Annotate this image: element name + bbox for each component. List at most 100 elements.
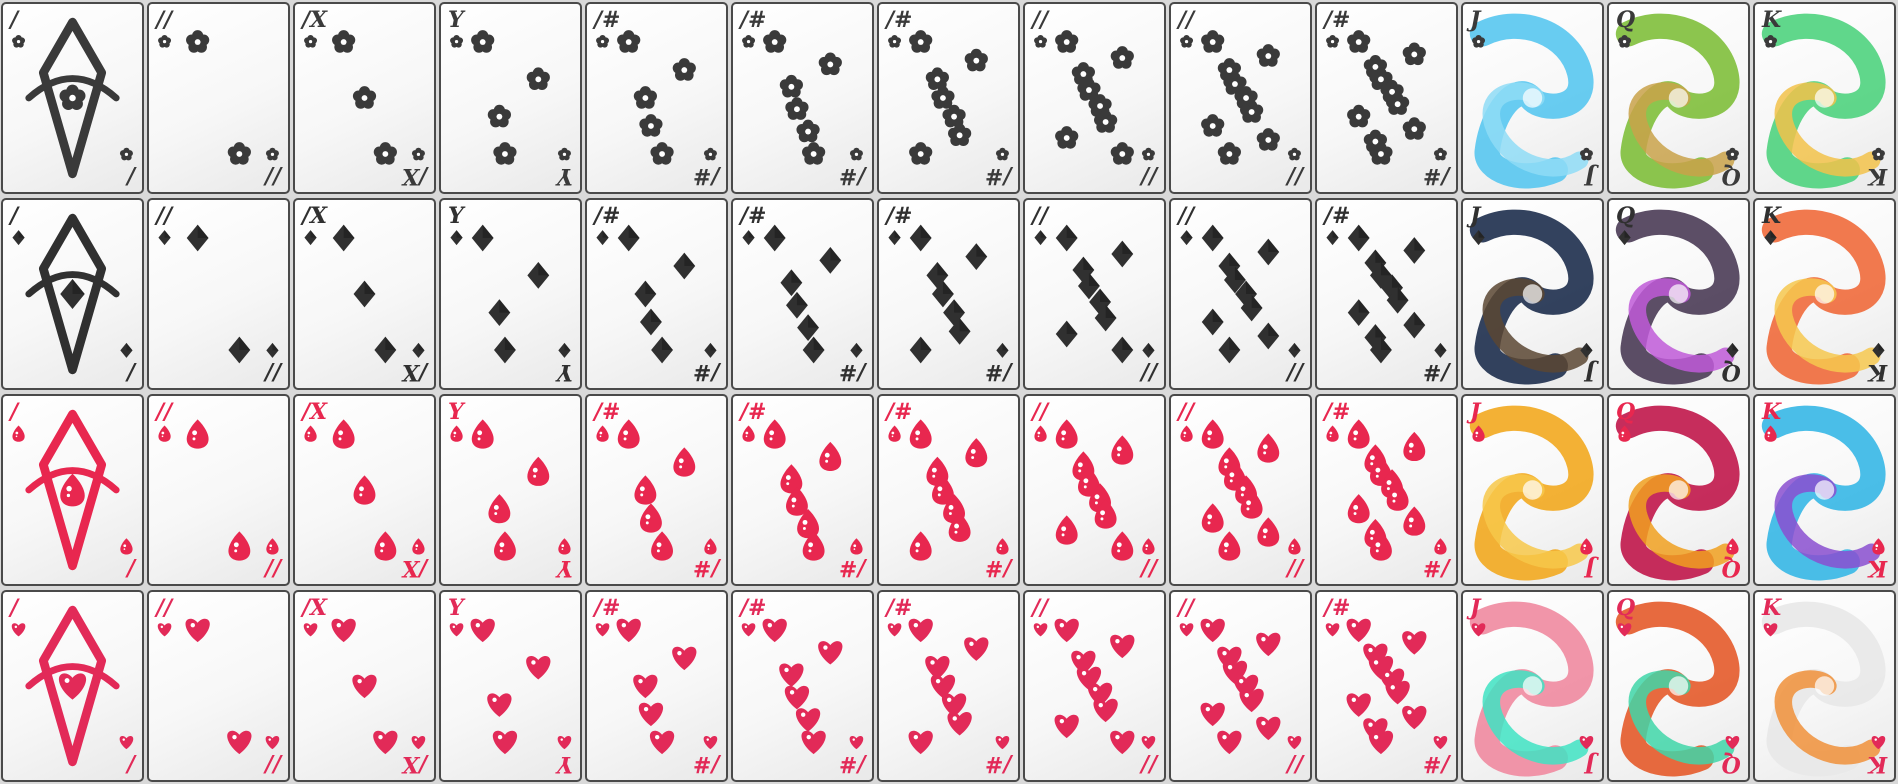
card-art xyxy=(887,618,1010,755)
card-drop-suit-6[interactable]: /# /# xyxy=(731,394,874,586)
card-art xyxy=(449,618,572,755)
card-diamond-suit-9[interactable]: // // xyxy=(1169,198,1312,390)
card-flower-suit-3[interactable]: /X/X xyxy=(293,2,436,194)
card-art xyxy=(304,224,425,364)
heart-icon xyxy=(227,730,252,755)
corner-heart-icon xyxy=(1871,736,1886,750)
card-heart-suit-9[interactable]: // // xyxy=(1169,590,1312,782)
drop-icon xyxy=(1094,499,1117,529)
rank-index-top: K xyxy=(1762,595,1782,621)
card-diamond-suit-6[interactable]: /# /# xyxy=(731,198,874,390)
card-heart-suit-3[interactable]: /X/X xyxy=(293,590,436,782)
card-drop-suit-5[interactable]: /# /# xyxy=(585,394,728,586)
corner-drop-icon xyxy=(996,538,1009,555)
corner-heart-icon xyxy=(1033,623,1048,637)
flower-icon xyxy=(1094,110,1118,133)
rank-index-top: /X xyxy=(302,203,328,229)
heart-icon xyxy=(801,730,826,755)
card-flower-suit-5[interactable]: /# /# xyxy=(585,2,728,194)
card-heart-suit-5[interactable]: /# /# xyxy=(585,590,728,782)
rank-index-top: Y xyxy=(448,595,464,621)
diamond-icon xyxy=(634,280,657,308)
heart-icon xyxy=(616,618,641,643)
flower-icon xyxy=(1347,104,1371,128)
rank-index-top: J xyxy=(1470,203,1481,229)
card-drop-suit-8[interactable]: // // xyxy=(1023,394,1166,586)
rank-index-top: /# xyxy=(886,399,913,425)
corner-heart-icon xyxy=(265,736,280,750)
card-drop-suit-7[interactable]: /# /# xyxy=(877,394,1020,586)
ace-emblem xyxy=(25,409,120,571)
card-diamond-suit-1[interactable]: / / xyxy=(1,198,144,390)
card-heart-suit-2[interactable]: // // xyxy=(147,590,290,782)
card-heart-suit-8[interactable]: // // xyxy=(1023,590,1166,782)
flower-icon xyxy=(493,142,517,165)
corner-heart-icon xyxy=(449,623,464,637)
heart-icon xyxy=(352,674,377,699)
rank-index-bottom: // xyxy=(1286,555,1303,581)
drop-icon xyxy=(948,512,971,542)
card-art xyxy=(1034,30,1155,165)
card-drop-suit-9[interactable]: // // xyxy=(1169,394,1312,586)
flower-icon xyxy=(1223,72,1247,95)
heart-icon xyxy=(1256,632,1281,657)
card-flower-suit-9[interactable]: // // xyxy=(1169,2,1312,194)
heart-icon xyxy=(1239,688,1264,713)
corner-drop-icon xyxy=(412,538,425,555)
card-flower-suit-1[interactable]: / / xyxy=(1,2,144,194)
card-art xyxy=(888,419,1009,561)
rank-index-bottom: / xyxy=(126,163,135,189)
card-drop-suit-1[interactable]: / / xyxy=(1,394,144,586)
card-drop-suit-2[interactable]: // // xyxy=(147,394,290,586)
card-heart-suit-10[interactable]: /# /# xyxy=(1315,590,1458,782)
rank-index-top: /X xyxy=(302,595,328,621)
corner-heart-icon xyxy=(1579,736,1594,750)
card-flower-suit-7[interactable]: /# /# xyxy=(877,2,1020,194)
corner-drop-icon xyxy=(12,425,25,442)
card-heart-suit-1[interactable]: / / xyxy=(1,590,144,782)
rank-index-bottom: /# xyxy=(838,163,865,189)
card-diamond-suit-5[interactable]: /# /# xyxy=(585,198,728,390)
card-diamond-suit-3[interactable]: /X/X xyxy=(293,198,436,390)
diamond-icon xyxy=(471,224,494,252)
corner-flower-icon xyxy=(1764,34,1778,48)
card-flower-suit-8[interactable]: // // xyxy=(1023,2,1166,194)
card-art xyxy=(595,618,718,755)
card-flower-suit-6[interactable]: /# /# xyxy=(731,2,874,194)
card-diamond-suit-8[interactable]: // // xyxy=(1023,198,1166,390)
diamond-icon xyxy=(1218,336,1241,364)
card-drop-suit-10[interactable]: /# /# xyxy=(1315,394,1458,586)
card-diamond-suit-10[interactable]: /# /# xyxy=(1315,198,1458,390)
drop-icon xyxy=(640,503,662,533)
card-flower-suit-10[interactable]: /# /# xyxy=(1315,2,1458,194)
card-heart-suit-7[interactable]: /# /# xyxy=(877,590,1020,782)
card-flower-suit-2[interactable]: // // xyxy=(147,2,290,194)
card-diamond-suit-7[interactable]: /# /# xyxy=(877,198,1020,390)
card-art xyxy=(1034,419,1155,561)
card-heart-suit-6[interactable]: /# /# xyxy=(731,590,874,782)
rank-index-top: // xyxy=(1178,7,1195,33)
card-art xyxy=(450,224,571,364)
corner-drop-icon xyxy=(1142,538,1155,555)
heart-icon xyxy=(964,637,989,661)
card-drop-suit-3[interactable]: /X/X xyxy=(293,394,436,586)
card-art xyxy=(1469,209,1594,385)
card-diamond-suit-2[interactable]: // // xyxy=(147,198,290,390)
corner-diamond-icon xyxy=(742,230,755,246)
